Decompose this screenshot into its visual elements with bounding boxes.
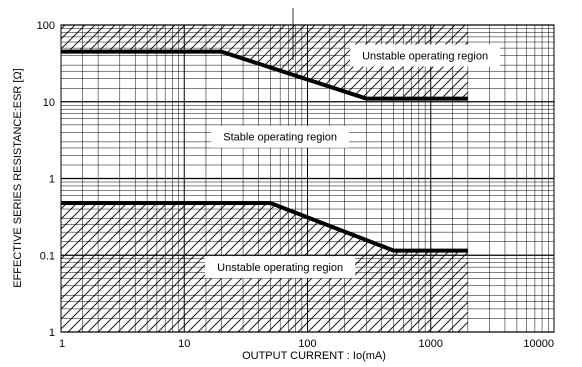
y-tick-label: 100 [37, 20, 55, 32]
grid [60, 24, 555, 333]
y-tick-label: 1 [49, 174, 55, 186]
lower-boundary-line [61, 200, 468, 253]
y-axis-label: EFFECTIVE SERIES RESISTANCE:ESR [Ω] [12, 68, 24, 288]
x-tick-label: 100 [298, 338, 316, 350]
y-tick-label: 10 [43, 97, 55, 109]
x-tick-label: 10000 [523, 338, 554, 350]
region-label-background [211, 125, 350, 148]
tick-labels: 1 10 100 1000 10000 100 10 1 0.1 1 [37, 20, 554, 350]
plot-frame [60, 24, 555, 333]
region-label: Unstable operating region [217, 262, 343, 274]
upper-boundary-line [61, 49, 468, 101]
region-label-background [205, 256, 356, 279]
x-axis-label: OUTPUT CURRENT : Io(mA) [242, 350, 386, 362]
boundary-lines [61, 49, 468, 253]
y-tick-label: 1 [49, 327, 55, 339]
region-label: Stable operating region [223, 132, 337, 144]
region-labels: Unstable operating region Stable operatin… [205, 44, 501, 279]
y-tick-label: 0.1 [40, 250, 55, 262]
x-tick-label: 10 [178, 338, 190, 350]
x-tick-label: 1 [59, 338, 65, 350]
region-label-background [350, 44, 501, 67]
region-label: Unstable operating region [362, 51, 488, 63]
x-tick-label: 1000 [419, 338, 443, 350]
